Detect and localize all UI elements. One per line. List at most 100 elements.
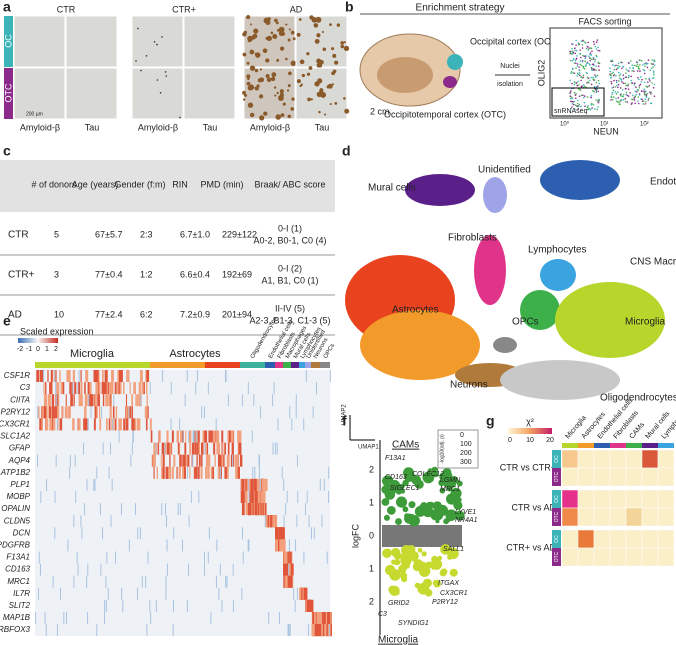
- expression: [303, 587, 307, 600]
- region-label: Occipital cortex (OC): [470, 36, 554, 46]
- panel-label: g: [486, 413, 495, 429]
- expression: [84, 418, 88, 431]
- event: [592, 56, 595, 59]
- cell: [641, 529, 659, 549]
- expression: [44, 612, 46, 624]
- expression: [111, 478, 113, 491]
- gene-point: [394, 559, 401, 566]
- expression: [198, 442, 201, 455]
- event: [571, 97, 574, 100]
- expression: [136, 587, 138, 600]
- gene-point: [381, 498, 390, 506]
- expression: [286, 563, 290, 576]
- expression: [45, 624, 47, 637]
- event: [612, 71, 614, 74]
- expression: [99, 418, 102, 431]
- row-label: OTC: [3, 83, 13, 102]
- expression: [56, 624, 58, 637]
- event: [575, 49, 578, 52]
- expression: [109, 382, 112, 395]
- expression: [242, 478, 245, 491]
- expression: [69, 466, 71, 479]
- panel-label: b: [345, 0, 354, 15]
- event: [577, 42, 580, 45]
- cluster: [555, 282, 665, 358]
- event: [651, 59, 653, 61]
- gene-point: [382, 475, 394, 487]
- expression: [204, 551, 206, 564]
- event: [571, 82, 573, 85]
- event: [643, 93, 646, 96]
- event: [598, 49, 601, 52]
- expression: [238, 442, 240, 455]
- gene-label: F13A1: [385, 455, 406, 462]
- expression: [155, 442, 157, 455]
- expression: [64, 406, 68, 419]
- event: [646, 81, 649, 83]
- expression: [232, 454, 234, 467]
- expression: [110, 382, 114, 395]
- expression: [96, 624, 98, 637]
- event: [622, 74, 625, 76]
- expression: [146, 624, 148, 637]
- event: [576, 102, 579, 105]
- expression: [253, 394, 255, 407]
- expression: [328, 491, 330, 503]
- event: [597, 106, 599, 108]
- expression: [248, 491, 251, 503]
- event: [589, 108, 592, 111]
- event: [639, 70, 641, 72]
- region-label: OTC: [554, 551, 560, 562]
- cluster: [500, 360, 620, 400]
- expression: [45, 406, 48, 419]
- event: [587, 41, 589, 44]
- event: [630, 75, 632, 78]
- expression: [251, 478, 254, 491]
- event: [627, 85, 629, 87]
- expression: [179, 503, 181, 516]
- event: [626, 94, 629, 97]
- event: [649, 80, 651, 82]
- plaque: [242, 32, 247, 37]
- legend-tick: 300: [460, 459, 472, 466]
- group-label: Astrocytes: [169, 348, 221, 360]
- plaque: [258, 94, 264, 99]
- expression: [125, 418, 129, 431]
- expression: [191, 454, 193, 467]
- tick-label: 2: [369, 596, 374, 606]
- event: [593, 68, 595, 71]
- micrograph: [295, 15, 348, 68]
- event: [633, 84, 636, 86]
- plaque: [137, 27, 139, 30]
- region-bar: [552, 490, 561, 508]
- plaque: [259, 115, 265, 121]
- event: [620, 99, 623, 101]
- gene-label: IL7R: [13, 589, 30, 598]
- event: [592, 103, 595, 106]
- expression: [220, 454, 222, 467]
- expression: [121, 587, 123, 600]
- expression: [101, 406, 103, 419]
- expression: [67, 539, 69, 552]
- event: [579, 63, 582, 66]
- gene-point: [386, 505, 396, 515]
- event: [648, 91, 651, 94]
- cluster: [540, 259, 576, 291]
- column-header: PMD (min): [201, 179, 244, 189]
- event: [631, 102, 633, 104]
- expression: [319, 478, 321, 491]
- event: [580, 76, 582, 78]
- region-bar: [4, 16, 13, 67]
- event: [645, 94, 648, 96]
- expression: [305, 599, 307, 612]
- event: [634, 95, 636, 98]
- expression: [268, 612, 270, 624]
- cell: 10: [54, 309, 64, 319]
- expression: [131, 442, 133, 455]
- expression: [149, 599, 151, 612]
- event: [593, 58, 595, 60]
- expression: [167, 466, 171, 479]
- event: [598, 69, 600, 71]
- expression: [198, 454, 201, 467]
- micrograph: [13, 15, 66, 68]
